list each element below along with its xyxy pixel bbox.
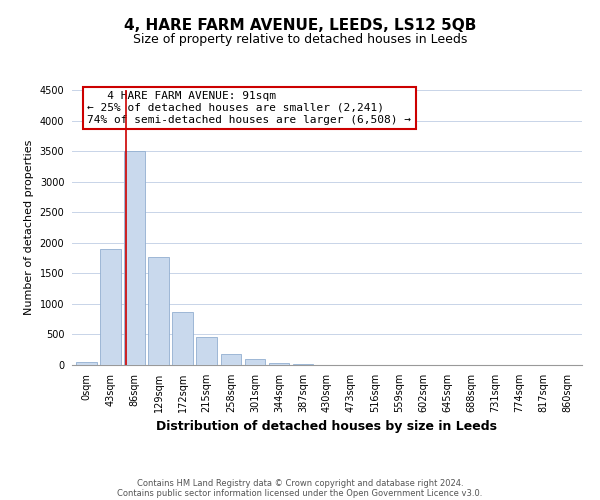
Text: 4, HARE FARM AVENUE, LEEDS, LS12 5QB: 4, HARE FARM AVENUE, LEEDS, LS12 5QB: [124, 18, 476, 32]
Bar: [269, 362, 289, 365]
Bar: [221, 354, 241, 365]
X-axis label: Distribution of detached houses by size in Leeds: Distribution of detached houses by size …: [157, 420, 497, 434]
Bar: [245, 359, 265, 365]
Bar: [124, 151, 145, 365]
Bar: [293, 364, 313, 365]
Bar: [196, 337, 217, 365]
Bar: [172, 312, 193, 365]
Bar: [100, 249, 121, 365]
Y-axis label: Number of detached properties: Number of detached properties: [24, 140, 34, 315]
Text: 4 HARE FARM AVENUE: 91sqm   
← 25% of detached houses are smaller (2,241)
74% of: 4 HARE FARM AVENUE: 91sqm ← 25% of detac…: [88, 92, 412, 124]
Bar: [76, 362, 97, 365]
Bar: [148, 258, 169, 365]
Text: Contains HM Land Registry data © Crown copyright and database right 2024.: Contains HM Land Registry data © Crown c…: [137, 478, 463, 488]
Text: Size of property relative to detached houses in Leeds: Size of property relative to detached ho…: [133, 32, 467, 46]
Text: Contains public sector information licensed under the Open Government Licence v3: Contains public sector information licen…: [118, 488, 482, 498]
